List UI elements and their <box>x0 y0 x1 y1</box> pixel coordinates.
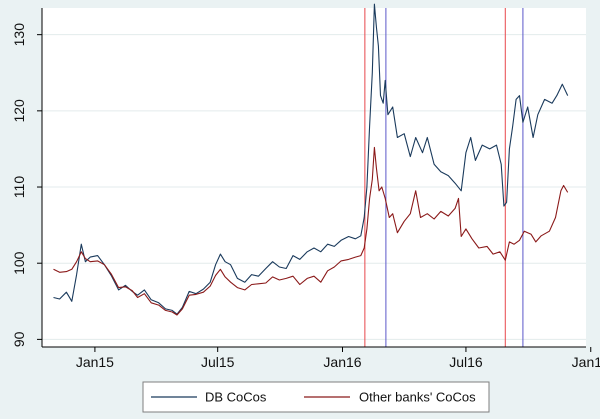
legend-label-2: Other banks' CoCos <box>359 390 476 405</box>
x-tick-label: Jan16 <box>323 354 361 370</box>
y-tick-label: 110 <box>11 176 27 199</box>
plot-area <box>42 8 586 347</box>
x-tick-label: Jul16 <box>449 354 483 370</box>
y-tick-label: 100 <box>11 251 27 275</box>
y-tick-label: 90 <box>11 331 27 347</box>
x-tick-label: Jan15 <box>76 354 114 370</box>
y-tick-label: 120 <box>11 99 27 123</box>
y-tick-label: 130 <box>11 23 27 47</box>
x-tick-label: Jan17 <box>572 354 600 370</box>
legend-label-1: DB CoCos <box>205 390 267 405</box>
series-line-2 <box>53 146 569 316</box>
gridlines <box>42 34 586 340</box>
series-lines <box>53 3 569 316</box>
x-tick-label: Jul15 <box>201 354 235 370</box>
event-lines <box>364 8 524 347</box>
axes: 90 100 110 120 130 Jan15 Jul15 Jan16 Jul16 Jan17 <box>11 8 600 370</box>
series-line-1 <box>53 3 569 315</box>
legend: DB CoCos Other banks' CoCos <box>142 381 490 413</box>
